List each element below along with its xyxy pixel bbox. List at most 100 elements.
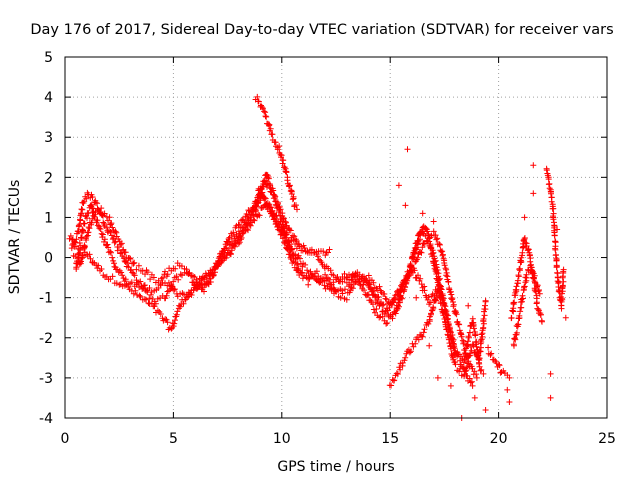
data-point [152,300,159,307]
data-point [269,131,276,138]
data-point [146,295,153,302]
data-point [450,301,457,308]
data-point [441,262,448,269]
data-point [339,290,346,297]
data-point [513,283,520,290]
data-point [374,297,381,303]
data-point [286,251,293,258]
data-point [322,271,329,278]
data-point [417,249,424,256]
data-point [265,180,272,187]
data-point [396,303,402,310]
y-tick-label: 1 [44,210,53,226]
data-point [386,304,393,311]
data-point [430,258,437,265]
data-point [224,238,231,245]
data-point [547,394,554,401]
data-point [126,255,133,261]
data-point [260,105,266,112]
data-point [482,306,489,313]
data-point [465,358,472,365]
data-point [435,277,442,284]
data-point [172,265,179,272]
data-point [341,275,348,282]
data-point [131,272,138,279]
data-point [530,162,537,169]
data-point [415,336,422,343]
data-point [201,288,207,295]
data-point [238,217,245,224]
data-point [266,203,273,210]
data-point [452,307,459,314]
data-point [404,146,411,153]
data-point [261,108,268,115]
data-point [108,220,115,227]
data-point [414,254,421,261]
data-point [432,232,439,239]
data-point [282,238,289,245]
data-point [283,229,290,236]
data-point [465,302,472,309]
data-point [370,291,377,298]
data-point [504,386,511,393]
data-point [414,238,421,245]
data-point [546,185,553,192]
data-point [251,217,258,224]
data-point [262,113,269,120]
data-point [349,285,356,292]
data-point [480,316,487,322]
data-point [199,275,206,282]
data-point [256,212,263,219]
data-point [381,311,388,317]
data-point [375,293,382,300]
data-point [130,260,137,267]
data-point [519,298,525,305]
data-point [515,321,522,328]
data-point [434,235,441,242]
x-tick-label: 5 [169,431,178,447]
data-point [101,210,108,217]
data-point [288,187,295,194]
data-point [249,205,256,211]
data-point [290,195,297,202]
data-point [413,294,420,301]
data-point [381,291,388,297]
data-point [100,219,107,226]
data-point [554,226,561,233]
data-point [265,175,272,182]
data-point [282,165,289,172]
data-point [90,208,97,215]
data-point [463,353,470,360]
data-point [136,292,143,299]
data-point [343,296,350,303]
data-point [392,292,399,299]
data-point [496,362,503,369]
data-point [521,283,528,290]
data-point [523,271,530,278]
data-point [430,218,437,225]
data-point [290,258,297,265]
data-point [536,287,542,293]
data-point [445,278,452,285]
data-point [508,314,515,321]
data-point [440,312,447,319]
data-point [107,248,114,255]
data-point [246,207,253,214]
data-point [383,296,390,303]
data-point [444,273,451,280]
data-point [98,230,105,237]
data-point [77,242,84,249]
data-point [420,329,427,336]
data-point [157,311,164,317]
data-point [380,301,387,308]
data-point [525,267,532,274]
data-point [299,275,306,282]
data-point [562,314,569,321]
x-tick-label: 20 [490,431,508,447]
data-point [228,233,235,239]
data-point [225,236,232,242]
data-point [536,290,543,297]
data-point [389,315,396,322]
data-point [313,268,320,275]
data-point [443,266,450,273]
